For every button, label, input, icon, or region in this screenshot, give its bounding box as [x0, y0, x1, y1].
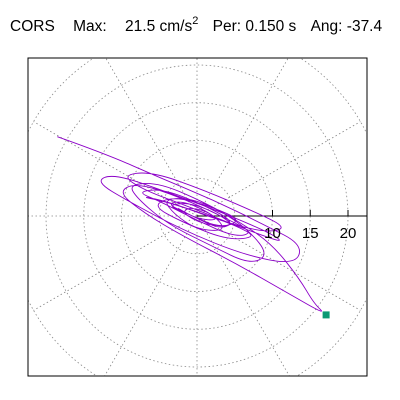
grid-spoke-2 [196, 58, 289, 217]
grid-spoke-10 [196, 215, 290, 376]
axes [197, 210, 367, 217]
max-unit-exponent: 2 [192, 15, 199, 27]
angle-value: -37.4 [346, 18, 383, 35]
max-value: 21.5 [125, 18, 156, 35]
peak-marker [322, 311, 330, 319]
grid-spoke-4 [105, 58, 198, 217]
polar-grid [28, 58, 367, 376]
radial-tick-label-2: 20 [340, 225, 357, 242]
chart-header: CORS Max: 21.5 cm/s2 Per: 0.150 s Ang: -… [10, 15, 383, 44]
grid-spoke-8 [104, 215, 198, 376]
radial-tick-labels: 10 15 20 [264, 225, 356, 242]
grid-spoke-5 [33, 121, 198, 217]
grid-spoke-11 [196, 215, 361, 311]
radial-tick-label-1: 15 [302, 225, 319, 242]
max-unit: cm/s [159, 18, 193, 35]
angle-label: Ang: [310, 18, 343, 35]
period-label: Per: [212, 18, 242, 35]
period-value: 0.150 s [245, 18, 297, 35]
plot-frame [27, 57, 368, 377]
radial-tick-label-0: 10 [264, 225, 281, 242]
station-code: CORS [10, 18, 55, 35]
grid-spoke-1 [196, 121, 361, 217]
orbit-trace-series-0 [57, 136, 322, 312]
orbit-trace [57, 136, 322, 312]
peak-marker-group [322, 311, 330, 319]
max-label: Max: [73, 18, 107, 35]
grid-spoke-7 [33, 215, 198, 311]
